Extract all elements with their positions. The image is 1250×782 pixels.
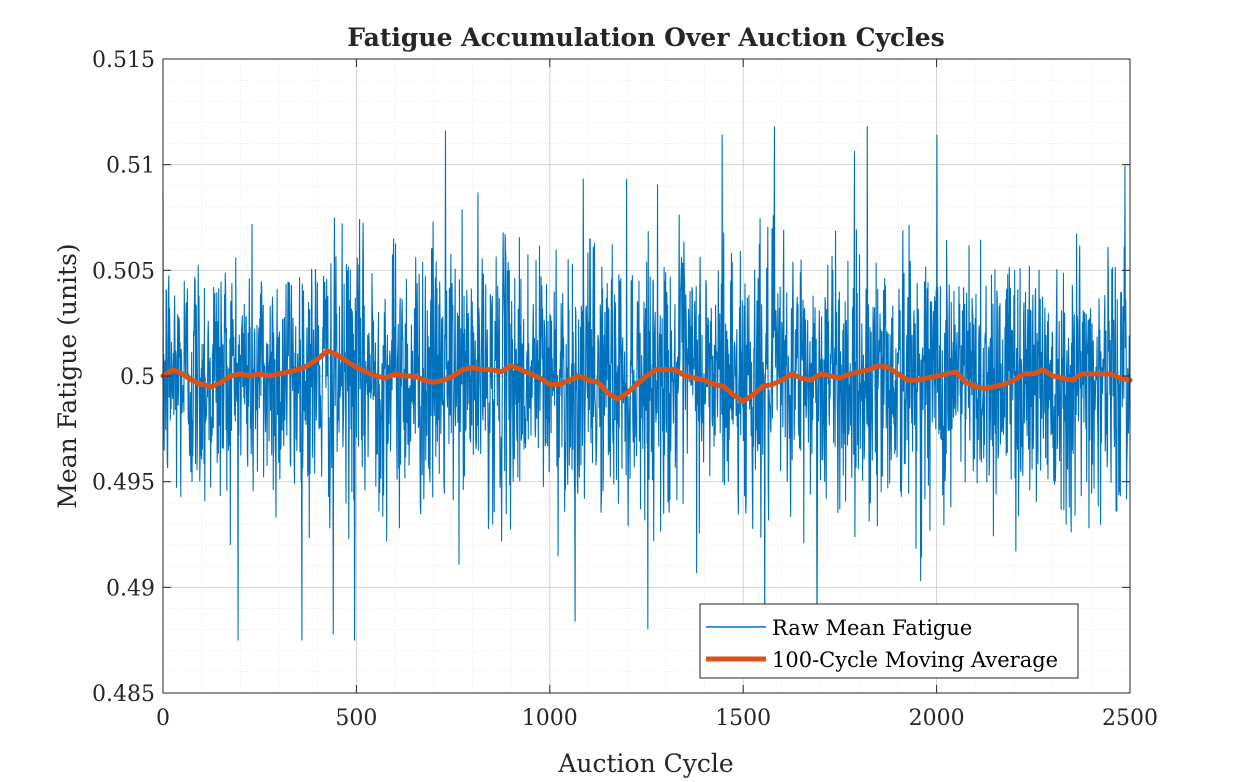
- x-tick-label: 2500: [1102, 706, 1158, 731]
- axis-ticks: [162, 58, 1131, 694]
- y-tick-label: 0.485: [92, 682, 155, 707]
- legend-raw-label: Raw Mean Fatigue: [772, 616, 972, 640]
- x-axis-label: Auction Cycle: [557, 749, 733, 778]
- chart-title: Fatigue Accumulation Over Auction Cycles: [347, 23, 944, 52]
- y-tick-label: 0.51: [106, 154, 155, 179]
- legend: Raw Mean Fatigue 100-Cycle Moving Averag…: [699, 603, 1079, 679]
- y-axis-label: Mean Fatigue (units): [53, 243, 82, 508]
- y-tick-label: 0.505: [92, 259, 155, 284]
- raw-mean-fatigue-line: [162, 126, 1131, 648]
- x-tick-label: 0: [156, 706, 170, 731]
- x-tick-label: 2000: [909, 706, 965, 731]
- series-layer: [160, 126, 1133, 648]
- legend-average-label: 100-Cycle Moving Average: [772, 648, 1058, 672]
- x-tick-label: 1000: [522, 706, 578, 731]
- y-tick-label: 0.49: [106, 576, 155, 601]
- y-tick-label: 0.515: [92, 48, 155, 73]
- y-tick-label: 0.495: [92, 471, 155, 496]
- x-tick-label: 1500: [715, 706, 771, 731]
- legend-box: [699, 603, 1079, 679]
- moving-average-line: [160, 348, 1133, 404]
- y-tick-label: 0.5: [120, 365, 155, 390]
- x-tick-label: 500: [335, 706, 377, 731]
- y-tick-labels: 0.485 0.49 0.495 0.5 0.505 0.51 0.515: [92, 48, 155, 707]
- x-tick-labels: 0 500 1000 1500 2000 2500: [156, 706, 1158, 731]
